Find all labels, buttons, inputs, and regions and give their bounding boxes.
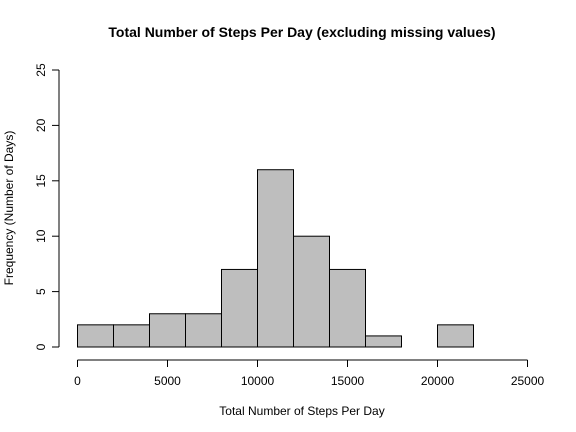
chart-title: Total Number of Steps Per Day (excluding…: [108, 24, 495, 40]
histogram-bar: [149, 313, 186, 348]
y-tick-label: 25: [34, 63, 48, 77]
y-tick-label: 15: [34, 174, 48, 188]
y-axis: 0 5 10 15 20 25: [34, 63, 60, 350]
y-tick-label: 10: [34, 229, 48, 243]
y-tick-label: 20: [34, 118, 48, 132]
x-axis-label: Total Number of Steps Per Day: [219, 404, 384, 418]
histogram-bar: [329, 268, 366, 348]
histogram-bar: [113, 324, 150, 348]
histogram-bar: [365, 335, 402, 348]
y-tick-label: 5: [34, 288, 48, 295]
histogram-bar: [437, 324, 474, 348]
y-tick-label: 0: [34, 343, 48, 350]
x-tick-label: 0: [74, 374, 81, 388]
x-axis: 0 5000 10000 15000 20000 25000: [74, 359, 545, 388]
x-tick-label: 10000: [241, 374, 275, 388]
x-tick-label: 5000: [154, 374, 181, 388]
histogram-bar: [221, 268, 258, 348]
histogram-bar: [77, 324, 114, 348]
y-axis-label: Frequency (Number of Days): [2, 131, 16, 286]
x-tick-label: 25000: [511, 374, 545, 388]
histogram-bars: [77, 169, 474, 348]
histogram-bar: [293, 235, 330, 348]
x-tick-label: 20000: [421, 374, 455, 388]
x-tick-label: 15000: [331, 374, 365, 388]
histogram-bar: [185, 313, 222, 348]
histogram-bar: [257, 169, 294, 348]
